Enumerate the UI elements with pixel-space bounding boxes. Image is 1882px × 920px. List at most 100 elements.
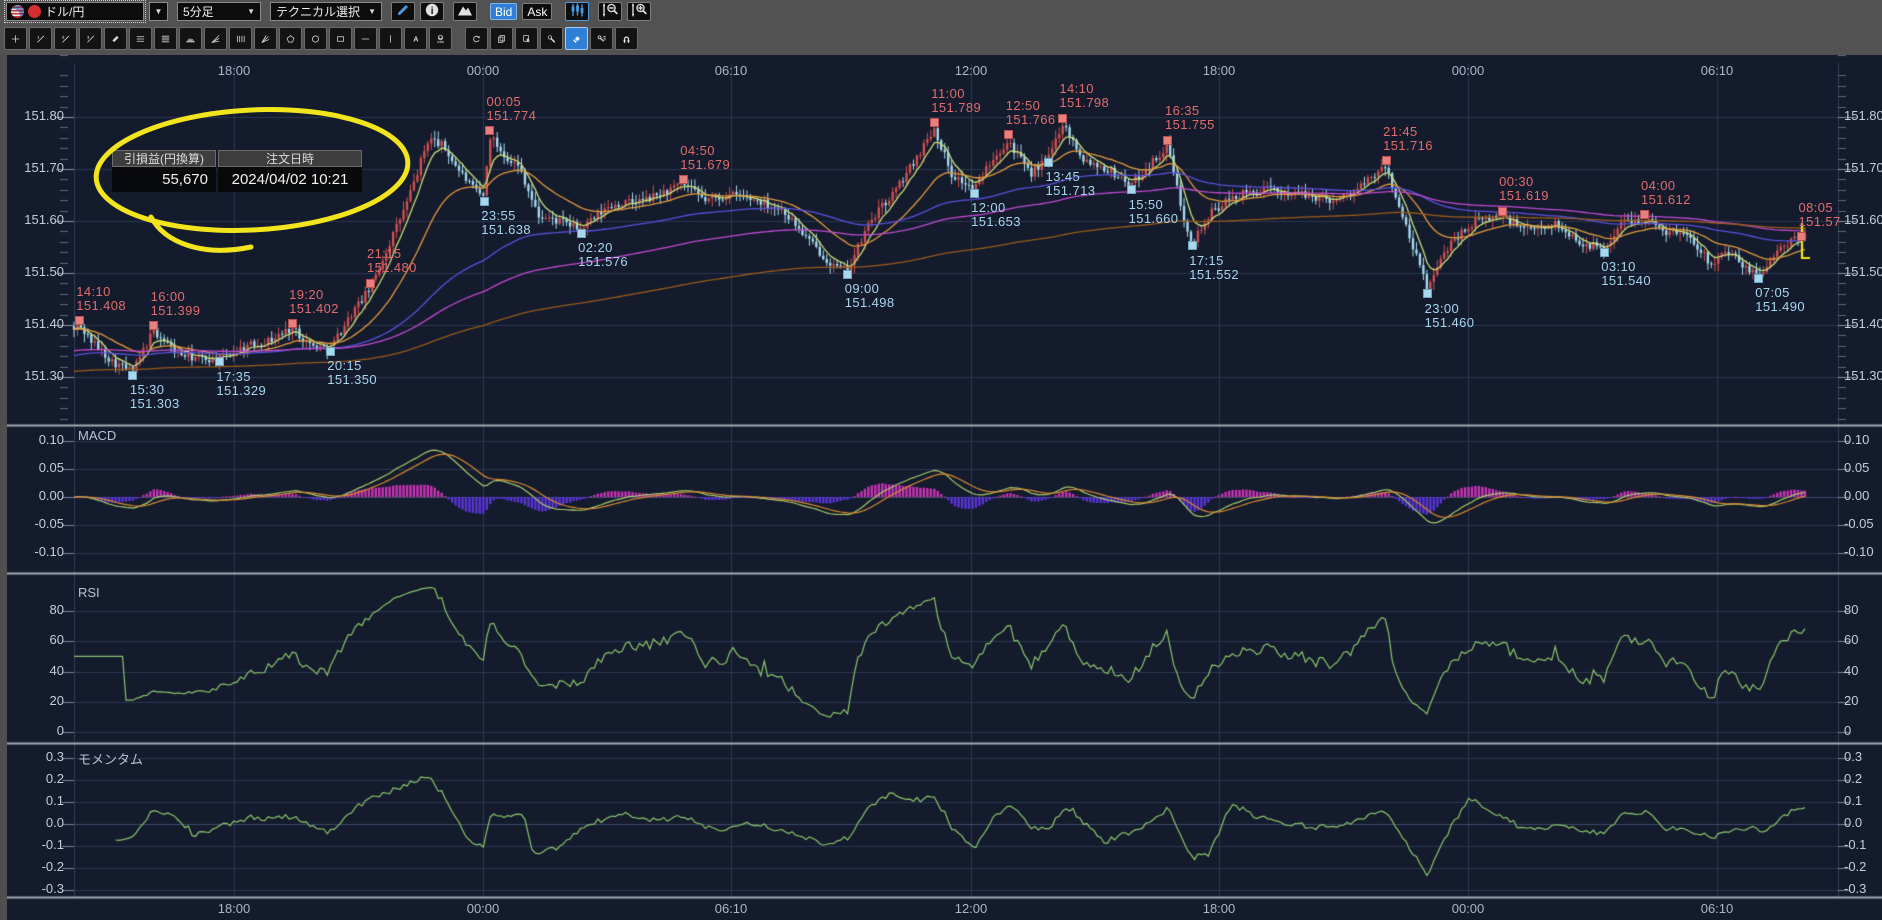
trade-marker-low[interactable]	[326, 347, 335, 356]
rsi-axis-label: 80	[1844, 603, 1858, 617]
momentum-axis-label: 0.2	[1844, 772, 1862, 786]
technical-select[interactable]: テクニカル選択 ▼	[270, 2, 382, 21]
price-axis-label: 151.50	[1844, 265, 1882, 279]
trade-marker-high[interactable]	[930, 118, 939, 127]
vzoom-out-icon	[602, 2, 618, 21]
trendline-2-tool-button[interactable]: 2	[54, 27, 77, 50]
chart-type-button[interactable]	[453, 2, 477, 21]
trade-marker-high[interactable]	[485, 126, 494, 135]
fibonacci-arc-tool-button[interactable]	[179, 27, 202, 50]
trade-marker-low[interactable]	[480, 197, 489, 206]
eraser-tool-button[interactable]	[565, 27, 588, 50]
gann-fan-tool-button[interactable]	[254, 27, 277, 50]
time-axis-label-bottom: 12:00	[955, 901, 988, 916]
technical-label: テクニカル選択	[276, 3, 360, 20]
trade-marker-high[interactable]	[1498, 207, 1507, 216]
fx-chart-window: { "toolbar": { "pair_label": "ドル/円", "ti…	[0, 0, 1882, 920]
rsi-axis-label: 60	[0, 633, 64, 647]
trade-marker-low[interactable]	[843, 270, 852, 279]
trendline-1-tool-button[interactable]: 1	[29, 27, 52, 50]
trade-marker-low[interactable]	[1044, 158, 1053, 167]
rsi-axis-label: 60	[1844, 633, 1858, 647]
ruler-tool-button[interactable]	[104, 27, 127, 50]
crosshair-tool-button[interactable]	[4, 27, 27, 50]
time-axis-label-top: 00:00	[467, 63, 500, 78]
chart-stage: MACD RSI モメンタム 引損益(円換算) 注文日時 55,670 2024…	[0, 55, 1882, 920]
chevron-down-icon: ▼	[247, 7, 255, 16]
trade-marker-low[interactable]	[128, 371, 137, 380]
trade-marker-low[interactable]	[215, 357, 224, 366]
settings-wrench-tool-button[interactable]	[540, 27, 563, 50]
parallel-lines-4-tool-button[interactable]	[154, 27, 177, 50]
trade-marker-high[interactable]	[679, 175, 688, 184]
currency-pair-select[interactable]: ドル/円	[6, 2, 144, 21]
momentum-axis-label: 0.0	[0, 816, 64, 830]
magnet-snap-tool-button[interactable]	[615, 27, 638, 50]
trade-marker-high[interactable]	[75, 316, 84, 325]
trade-marker-high[interactable]	[1058, 114, 1067, 123]
momentum-axis-label: 0.0	[1844, 816, 1862, 830]
price-axis-label: 151.50	[0, 265, 64, 279]
trade-marker-high[interactable]	[1163, 136, 1172, 145]
trade-marker-label: 08:05151.57	[1799, 201, 1841, 229]
trade-marker-high[interactable]	[149, 321, 158, 330]
trade-marker-low[interactable]	[577, 229, 586, 238]
ellipse-tool-button[interactable]	[304, 27, 327, 50]
trade-marker-label: 04:00151.612	[1641, 179, 1691, 207]
vertical-zoom-out-button[interactable]	[598, 2, 622, 21]
trade-marker-high[interactable]	[1382, 156, 1391, 165]
svg-text:2: 2	[62, 34, 65, 39]
macd-axis-label: 0.05	[0, 461, 64, 475]
timeframe-select[interactable]: 5分足 ▼	[177, 2, 261, 21]
vertical-grid-lines-tool-button[interactable]	[229, 27, 252, 50]
trade-marker-label: 09:00151.498	[845, 282, 895, 310]
trade-marker-label: 11:00151.789	[931, 87, 981, 115]
draw-mode-button[interactable]	[391, 2, 415, 21]
trade-marker-low[interactable]	[1188, 241, 1197, 250]
text-label-tool-button[interactable]: A	[404, 27, 427, 50]
bid-button[interactable]: Bid	[490, 3, 517, 20]
svg-text:A: A	[413, 34, 419, 43]
trade-marker-high[interactable]	[1640, 210, 1649, 219]
pair-dropdown-arrow[interactable]: ▼	[149, 2, 168, 21]
currency-pair-label: ドル/円	[45, 3, 84, 20]
trade-marker-high[interactable]	[366, 279, 375, 288]
rectangle-tool-button[interactable]	[329, 27, 352, 50]
trade-marker-label: 12:00151.653	[971, 201, 1021, 229]
vzoom-in-icon	[631, 2, 647, 21]
trade-marker-low[interactable]	[1600, 248, 1609, 257]
icon-stamp-tool-button[interactable]: ICON	[429, 27, 452, 50]
trade-marker-high[interactable]	[1004, 130, 1013, 139]
mountain-icon	[457, 2, 473, 21]
trade-marker-low[interactable]	[1127, 185, 1136, 194]
svg-text:ICON: ICON	[437, 41, 443, 44]
fan-lines-tool-button[interactable]	[204, 27, 227, 50]
trade-marker-low[interactable]	[970, 189, 979, 198]
select-object-tool-button[interactable]	[515, 27, 538, 50]
main-toolbar: ドル/円 ▼ 5分足 ▼ テクニカル選択 ▼ i Bid Ask	[6, 1, 651, 22]
ask-button[interactable]: Ask	[522, 3, 552, 20]
trade-marker-low[interactable]	[1754, 274, 1763, 283]
copy-object-tool-button[interactable]	[490, 27, 513, 50]
info-button[interactable]: i	[420, 2, 444, 21]
history-undo-tool-button[interactable]	[465, 27, 488, 50]
trade-marker-high[interactable]	[288, 319, 297, 328]
vertical-zoom-in-button[interactable]	[627, 2, 651, 21]
indicator-settings-tool-button[interactable]	[590, 27, 613, 50]
candle-style-button[interactable]	[565, 2, 589, 21]
trade-marker-high[interactable]	[1797, 232, 1806, 241]
candle-style-icon	[569, 2, 585, 21]
trade-marker-label: 17:35151.329	[216, 370, 266, 398]
horizontal-line-tool-button[interactable]	[354, 27, 377, 50]
trade-marker-low[interactable]	[1423, 289, 1432, 298]
parallel-lines-tool-button[interactable]	[129, 27, 152, 50]
rsi-axis-label: 40	[1844, 664, 1858, 678]
trendline-3-tool-button[interactable]: 3	[79, 27, 102, 50]
vertical-line-tool-button[interactable]	[379, 27, 402, 50]
momentum-axis-label: 0.1	[0, 794, 64, 808]
trade-marker-label: 00:05151.774	[486, 95, 536, 123]
trade-marker-label: 00:30151.619	[1499, 175, 1549, 203]
macd-axis-label: -0.05	[0, 517, 64, 531]
macd-axis-label: 0.10	[0, 433, 64, 447]
pentagon-tool-button[interactable]	[279, 27, 302, 50]
